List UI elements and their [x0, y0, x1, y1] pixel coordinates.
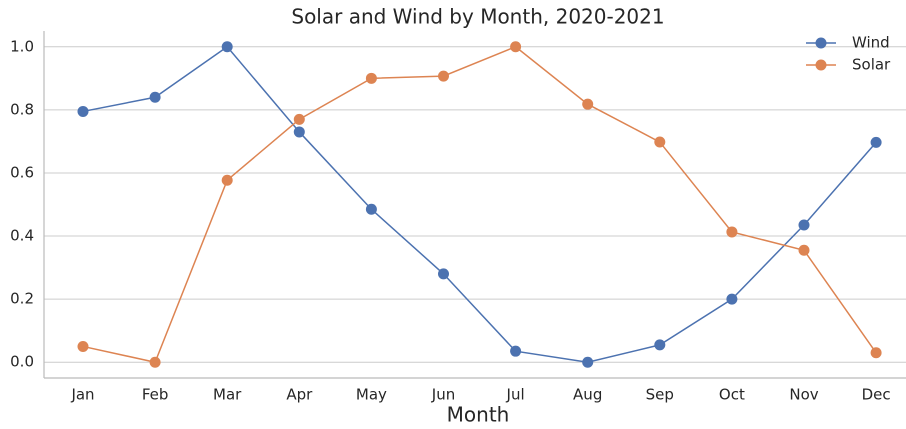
- x-axis-label: Month: [447, 403, 510, 427]
- point: [726, 293, 738, 305]
- point: [582, 98, 594, 110]
- legend-label: Solar: [852, 56, 891, 74]
- x-tick-label: Nov: [789, 386, 818, 404]
- point: [293, 113, 305, 125]
- point: [149, 356, 161, 368]
- x-tick-label: Aug: [573, 386, 602, 404]
- legend-marker: [815, 37, 827, 49]
- x-tick-label: Mar: [213, 386, 242, 404]
- legend-marker: [815, 59, 827, 71]
- point: [654, 136, 666, 148]
- point: [510, 345, 522, 357]
- point: [438, 268, 449, 280]
- x-tick-label: Apr: [286, 386, 313, 404]
- point: [221, 41, 233, 53]
- point: [798, 244, 810, 256]
- x-tick-label: Oct: [719, 386, 745, 404]
- y-tick-label: 0.8: [10, 100, 34, 118]
- point: [870, 347, 882, 359]
- y-tick-label: 0.6: [10, 163, 34, 181]
- point: [77, 340, 89, 352]
- point: [221, 174, 233, 186]
- point: [365, 203, 377, 215]
- y-tick-label: 0.4: [10, 227, 34, 245]
- chart-title: Solar and Wind by Month, 2020-2021: [291, 5, 664, 29]
- point: [726, 226, 738, 238]
- y-tick-label: 0.2: [10, 290, 34, 308]
- x-tick-label: May: [356, 386, 387, 404]
- x-tick-label: Jun: [431, 386, 455, 404]
- point: [798, 219, 810, 231]
- point: [510, 41, 522, 53]
- x-tick-label: Dec: [862, 386, 891, 404]
- y-tick-label: 1.0: [10, 37, 34, 55]
- series-line: [82, 45, 877, 363]
- point: [582, 356, 594, 368]
- point: [293, 126, 305, 138]
- x-tick-label: Jan: [70, 386, 94, 404]
- point: [654, 339, 666, 351]
- series-line: [82, 45, 877, 364]
- x-tick-label: Jul: [506, 386, 525, 404]
- x-tick-label: Feb: [142, 386, 169, 404]
- y-tick-label: 0.0: [10, 353, 34, 371]
- point: [438, 70, 449, 82]
- point: [365, 72, 377, 84]
- legend-label: Wind: [852, 34, 890, 52]
- x-tick-label: Sep: [646, 386, 674, 404]
- point: [149, 91, 161, 103]
- point: [77, 105, 89, 117]
- point: [870, 136, 882, 148]
